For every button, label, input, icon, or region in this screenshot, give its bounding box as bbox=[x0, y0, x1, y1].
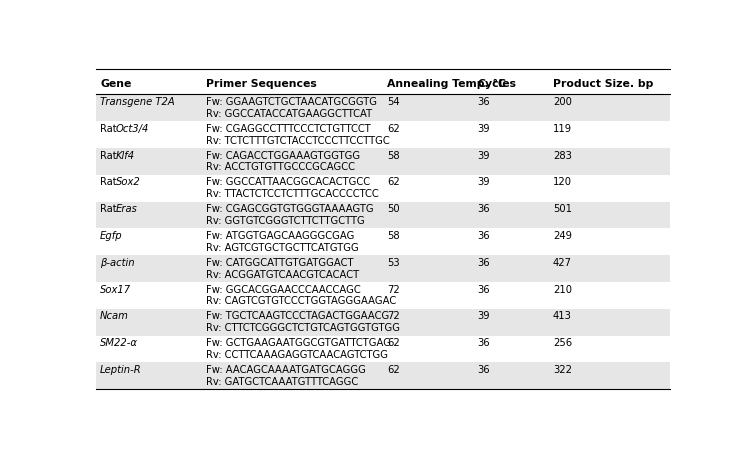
Bar bbox=[96, 309, 670, 336]
Text: 39: 39 bbox=[477, 177, 490, 187]
Bar bbox=[96, 94, 670, 121]
Bar bbox=[96, 282, 670, 309]
Text: 36: 36 bbox=[477, 204, 490, 214]
Text: 413: 413 bbox=[553, 311, 571, 322]
Text: 36: 36 bbox=[477, 365, 490, 375]
Text: 322: 322 bbox=[553, 365, 572, 375]
Text: Rv: ACCTGTGTTGCCCGCAGCC: Rv: ACCTGTGTTGCCCGCAGCC bbox=[206, 162, 355, 172]
Text: 53: 53 bbox=[387, 258, 400, 268]
Text: Rv: CAGTCGTGTCCCTGGTAGGGAAGAC: Rv: CAGTCGTGTCCCTGGTAGGGAAGAC bbox=[206, 296, 396, 306]
Text: Transgene T2A: Transgene T2A bbox=[100, 97, 175, 107]
Text: β-actin: β-actin bbox=[100, 258, 135, 268]
Text: 210: 210 bbox=[553, 284, 572, 294]
Text: Sox17: Sox17 bbox=[100, 284, 131, 294]
Text: 36: 36 bbox=[477, 284, 490, 294]
Text: Gene: Gene bbox=[100, 79, 131, 89]
Text: Klf4: Klf4 bbox=[116, 151, 135, 161]
Text: 39: 39 bbox=[477, 124, 490, 134]
Bar bbox=[96, 121, 670, 148]
Text: Sox2: Sox2 bbox=[116, 177, 140, 187]
Text: Rat: Rat bbox=[100, 124, 120, 134]
Bar bbox=[96, 229, 670, 255]
Text: Annealing Temp. °C: Annealing Temp. °C bbox=[387, 79, 506, 89]
Text: Fw: GCTGAAGAATGGCGTGATTCTGAG: Fw: GCTGAAGAATGGCGTGATTCTGAG bbox=[206, 338, 391, 348]
Text: Rat: Rat bbox=[100, 177, 120, 187]
Text: 36: 36 bbox=[477, 258, 490, 268]
Text: Oct3/4: Oct3/4 bbox=[116, 124, 149, 134]
Text: Rv: AGTCGTGCTGCTTCATGTGG: Rv: AGTCGTGCTGCTTCATGTGG bbox=[206, 243, 359, 253]
Text: Fw: CAGACCTGGAAAGTGGTGG: Fw: CAGACCTGGAAAGTGGTGG bbox=[206, 151, 360, 161]
Text: Fw: ATGGTGAGCAAGGGCGAG: Fw: ATGGTGAGCAAGGGCGAG bbox=[206, 231, 354, 241]
Text: Fw: CATGGCATTGTGATGGACT: Fw: CATGGCATTGTGATGGACT bbox=[206, 258, 354, 268]
Text: Fw: CGAGCGGTGTGGGTAAAAGTG: Fw: CGAGCGGTGTGGGTAAAAGTG bbox=[206, 204, 374, 214]
Text: Primer Sequences: Primer Sequences bbox=[206, 79, 317, 89]
Text: Fw: AACAGCAAAATGATGCAGGG: Fw: AACAGCAAAATGATGCAGGG bbox=[206, 365, 366, 375]
Text: Rv: ACGGATGTCAACGTCACACT: Rv: ACGGATGTCAACGTCACACT bbox=[206, 270, 359, 279]
Text: 62: 62 bbox=[387, 338, 400, 348]
Text: 36: 36 bbox=[477, 231, 490, 241]
Text: Fw: GGAAGTCTGCTAACATGCGGTG: Fw: GGAAGTCTGCTAACATGCGGTG bbox=[206, 97, 377, 107]
Text: Rv: CTTCTCGGGCTCTGTCAGTGGTGTGG: Rv: CTTCTCGGGCTCTGTCAGTGGTGTGG bbox=[206, 323, 400, 333]
Text: 54: 54 bbox=[387, 97, 400, 107]
Text: 58: 58 bbox=[387, 231, 400, 241]
Text: SM22-α: SM22-α bbox=[100, 338, 138, 348]
Text: 72: 72 bbox=[387, 311, 400, 322]
Text: Rv: TTACTCTCCTCTTTGCACCCCTCC: Rv: TTACTCTCCTCTTTGCACCCCTCC bbox=[206, 189, 379, 199]
Text: Fw: GGCCATTAACGGCACACTGCC: Fw: GGCCATTAACGGCACACTGCC bbox=[206, 177, 370, 187]
Text: Ncam: Ncam bbox=[100, 311, 129, 322]
Text: Rv: CCTTCAAAGAGGTCAACAGTCTGG: Rv: CCTTCAAAGAGGTCAACAGTCTGG bbox=[206, 350, 388, 360]
Text: Egfp: Egfp bbox=[100, 231, 123, 241]
Text: Eras: Eras bbox=[116, 204, 137, 214]
Bar bbox=[96, 175, 670, 202]
Text: Fw: GGCACGGAACCCAACCAGC: Fw: GGCACGGAACCCAACCAGC bbox=[206, 284, 361, 294]
Text: Rv: GGTGTCGGGTCTTCTTGCTTG: Rv: GGTGTCGGGTCTTCTTGCTTG bbox=[206, 216, 365, 226]
Text: Cycles: Cycles bbox=[477, 79, 517, 89]
Text: 62: 62 bbox=[387, 177, 400, 187]
Text: 58: 58 bbox=[387, 151, 400, 161]
Text: 62: 62 bbox=[387, 365, 400, 375]
Text: Rat: Rat bbox=[100, 151, 120, 161]
Text: Rv: TCTCTTTGTCTACCTCCCTTCCTTGC: Rv: TCTCTTTGTCTACCTCCCTTCCTTGC bbox=[206, 136, 389, 146]
Text: Fw: TGCTCAAGTCCCTAGACTGGAACG: Fw: TGCTCAAGTCCCTAGACTGGAACG bbox=[206, 311, 389, 322]
Bar bbox=[96, 202, 670, 229]
Text: Rv: GATGCTCAAATGTTTCAGGC: Rv: GATGCTCAAATGTTTCAGGC bbox=[206, 377, 358, 387]
Text: 39: 39 bbox=[477, 151, 490, 161]
Text: Rat: Rat bbox=[100, 204, 120, 214]
Text: 120: 120 bbox=[553, 177, 572, 187]
Text: Rv: GGCCATACCATGAAGGCTTCAT: Rv: GGCCATACCATGAAGGCTTCAT bbox=[206, 109, 372, 119]
Text: 283: 283 bbox=[553, 151, 571, 161]
Text: 39: 39 bbox=[477, 311, 490, 322]
Text: 50: 50 bbox=[387, 204, 400, 214]
Text: 36: 36 bbox=[477, 97, 490, 107]
Text: Leptin-R: Leptin-R bbox=[100, 365, 142, 375]
Bar bbox=[96, 362, 670, 389]
Text: 256: 256 bbox=[553, 338, 572, 348]
Text: 72: 72 bbox=[387, 284, 400, 294]
Text: 119: 119 bbox=[553, 124, 572, 134]
Bar bbox=[96, 255, 670, 282]
Bar bbox=[96, 336, 670, 362]
Text: 501: 501 bbox=[553, 204, 572, 214]
Text: 36: 36 bbox=[477, 338, 490, 348]
Text: 427: 427 bbox=[553, 258, 572, 268]
Text: 200: 200 bbox=[553, 97, 571, 107]
Text: 62: 62 bbox=[387, 124, 400, 134]
Text: Product Size. bp: Product Size. bp bbox=[553, 79, 653, 89]
Bar bbox=[96, 148, 670, 175]
Text: 249: 249 bbox=[553, 231, 572, 241]
Text: Fw: CGAGGCCTTTCCCTCTGTTCCT: Fw: CGAGGCCTTTCCCTCTGTTCCT bbox=[206, 124, 371, 134]
